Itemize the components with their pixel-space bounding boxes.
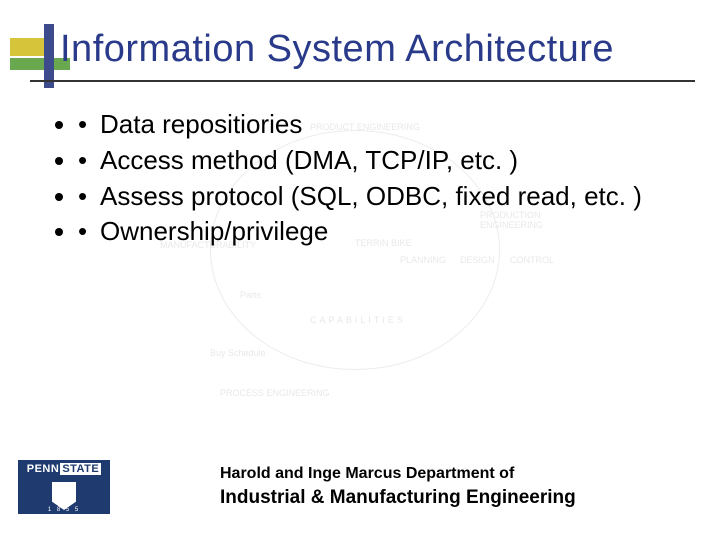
pennstate-logo: PENNSTATE 1 8 5 5 (18, 460, 110, 514)
footer: PENNSTATE 1 8 5 5 Harold and Inge Marcus… (18, 452, 702, 522)
psu-state: STATE (60, 463, 101, 475)
wm-label-parts: Parts (240, 290, 261, 300)
wm-label-control: CONTROL (510, 255, 554, 265)
deco-blue-bar (44, 24, 54, 88)
wm-label-design: DESIGN (460, 255, 495, 265)
department-text: Harold and Inge Marcus Department of Ind… (220, 465, 702, 509)
wm-label-capabilities: CAPABILITIES (310, 315, 406, 325)
dept-line1: Harold and Inge Marcus Department of (220, 465, 702, 483)
bullet-list: Data repositiories Access method (DMA, T… (78, 108, 678, 251)
wm-label-sched: Buy Schedule (210, 348, 266, 358)
pennstate-shield-area: 1 8 5 5 (18, 478, 110, 514)
slide-container: Information System Architecture PRODUCT … (0, 0, 720, 540)
bullet-item: Access method (DMA, TCP/IP, etc. ) (78, 144, 678, 178)
title-underline (30, 80, 695, 82)
wm-label-bottom: PROCESS ENGINEERING (220, 388, 330, 398)
slide-title: Information System Architecture (60, 28, 614, 71)
pennstate-wordmark: PENNSTATE (18, 460, 110, 478)
wm-label-planning: PLANNING (400, 255, 446, 265)
shield-icon (52, 482, 76, 510)
dept-line2: Industrial & Manufacturing Engineering (220, 487, 702, 509)
bullet-item: Ownership/privilege (78, 215, 678, 249)
psu-year: 1 8 5 5 (18, 507, 110, 513)
psu-penn: PENN (27, 463, 60, 475)
bullet-item: Data repositiories (78, 108, 678, 142)
bullet-item: Assess protocol (SQL, ODBC, fixed read, … (78, 180, 678, 214)
